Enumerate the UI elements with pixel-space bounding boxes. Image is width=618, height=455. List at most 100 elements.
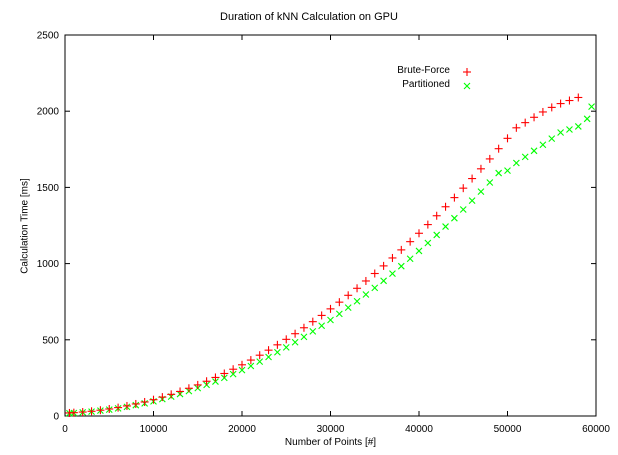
point-brute-force bbox=[441, 202, 450, 211]
point-brute-force bbox=[353, 284, 362, 293]
x-tick-label: 10000 bbox=[140, 424, 168, 435]
point-partitioned bbox=[504, 167, 511, 175]
point-partitioned bbox=[212, 378, 219, 385]
point-partitioned bbox=[557, 129, 564, 136]
point-partitioned bbox=[548, 135, 556, 143]
legend-marker-brute-force bbox=[463, 68, 471, 76]
point-brute-force bbox=[485, 154, 494, 163]
point-partitioned bbox=[371, 284, 379, 292]
point-partitioned bbox=[309, 328, 317, 335]
chart-title: Duration of kNN Calculation on GPU bbox=[220, 11, 398, 23]
point-partitioned bbox=[256, 358, 264, 365]
point-brute-force bbox=[530, 113, 539, 122]
x-tick-label: 30000 bbox=[317, 424, 345, 435]
point-partitioned bbox=[566, 126, 573, 133]
x-tick-label: 50000 bbox=[494, 424, 522, 435]
point-brute-force bbox=[432, 211, 441, 220]
point-brute-force bbox=[114, 403, 123, 412]
point-brute-force bbox=[503, 134, 512, 143]
point-partitioned bbox=[291, 338, 299, 346]
point-brute-force bbox=[167, 390, 176, 399]
point-partitioned bbox=[397, 262, 405, 270]
point-partitioned bbox=[362, 291, 370, 298]
point-brute-force bbox=[379, 261, 388, 270]
point-brute-force bbox=[273, 340, 282, 349]
y-tick-label: 0 bbox=[53, 412, 59, 423]
point-brute-force bbox=[140, 397, 149, 406]
point-brute-force bbox=[149, 395, 158, 404]
point-brute-force bbox=[459, 184, 468, 193]
point-brute-force bbox=[397, 245, 406, 254]
point-partitioned bbox=[238, 366, 246, 374]
point-brute-force bbox=[326, 304, 335, 313]
x-tick-label: 60000 bbox=[582, 424, 610, 435]
y-tick-label: 500 bbox=[42, 335, 59, 346]
point-partitioned bbox=[415, 247, 423, 255]
point-partitioned bbox=[318, 322, 326, 330]
plot-frame bbox=[64, 34, 597, 417]
x-tick-label: 20000 bbox=[228, 424, 256, 435]
point-brute-force bbox=[423, 220, 432, 229]
legend-markers bbox=[463, 68, 471, 90]
point-partitioned bbox=[265, 353, 272, 361]
point-partitioned bbox=[512, 159, 520, 167]
point-brute-force bbox=[158, 393, 167, 402]
data-points bbox=[65, 93, 595, 417]
point-brute-force bbox=[131, 399, 140, 408]
point-brute-force bbox=[565, 96, 574, 105]
point-partitioned bbox=[468, 197, 476, 205]
y-tick-label: 1500 bbox=[37, 183, 60, 194]
x-axis-label: Number of Points [#] bbox=[284, 437, 377, 448]
point-brute-force bbox=[344, 291, 353, 300]
point-brute-force bbox=[220, 369, 229, 378]
point-partitioned bbox=[344, 304, 352, 312]
point-brute-force bbox=[556, 99, 565, 108]
point-brute-force bbox=[78, 408, 87, 417]
point-brute-force bbox=[96, 406, 105, 415]
point-brute-force bbox=[450, 193, 459, 202]
point-brute-force bbox=[547, 103, 556, 112]
point-brute-force bbox=[184, 384, 193, 393]
point-brute-force bbox=[521, 118, 530, 127]
x-tick-label: 40000 bbox=[405, 424, 433, 435]
point-brute-force bbox=[370, 269, 379, 278]
point-brute-force bbox=[193, 380, 202, 389]
point-partitioned bbox=[521, 153, 529, 161]
legend-marker-partitioned bbox=[463, 82, 471, 90]
point-brute-force bbox=[264, 346, 273, 355]
point-partitioned bbox=[588, 103, 595, 111]
point-partitioned bbox=[530, 147, 538, 155]
y-tick-label: 2000 bbox=[37, 107, 60, 118]
point-partitioned bbox=[424, 239, 432, 247]
point-partitioned bbox=[282, 344, 290, 351]
point-brute-force bbox=[406, 237, 415, 246]
point-brute-force bbox=[87, 407, 96, 416]
point-partitioned bbox=[451, 214, 458, 222]
point-brute-force bbox=[282, 335, 291, 344]
point-brute-force bbox=[415, 229, 423, 238]
y-tick-label: 2500 bbox=[37, 31, 60, 42]
y-tick-label: 1000 bbox=[37, 259, 60, 270]
point-partitioned bbox=[583, 115, 591, 123]
point-partitioned bbox=[229, 370, 237, 378]
point-brute-force bbox=[255, 351, 264, 360]
point-brute-force bbox=[69, 408, 78, 417]
point-partitioned bbox=[477, 188, 485, 196]
point-partitioned bbox=[300, 333, 308, 341]
point-brute-force bbox=[317, 311, 326, 320]
point-partitioned bbox=[274, 348, 281, 356]
plot-border bbox=[64, 34, 597, 417]
point-brute-force bbox=[361, 276, 370, 285]
point-partitioned bbox=[459, 206, 467, 213]
point-brute-force bbox=[494, 144, 503, 153]
x-tick-label: 0 bbox=[62, 424, 68, 435]
point-brute-force bbox=[335, 298, 344, 307]
point-brute-force bbox=[246, 356, 255, 365]
point-brute-force bbox=[574, 93, 583, 102]
point-brute-force bbox=[105, 404, 114, 413]
x-axis-ticks: 0 10000 20000 30000 40000 50000 60000 bbox=[62, 35, 610, 435]
point-partitioned bbox=[353, 297, 361, 305]
point-partitioned bbox=[247, 362, 255, 370]
point-partitioned bbox=[335, 310, 343, 318]
